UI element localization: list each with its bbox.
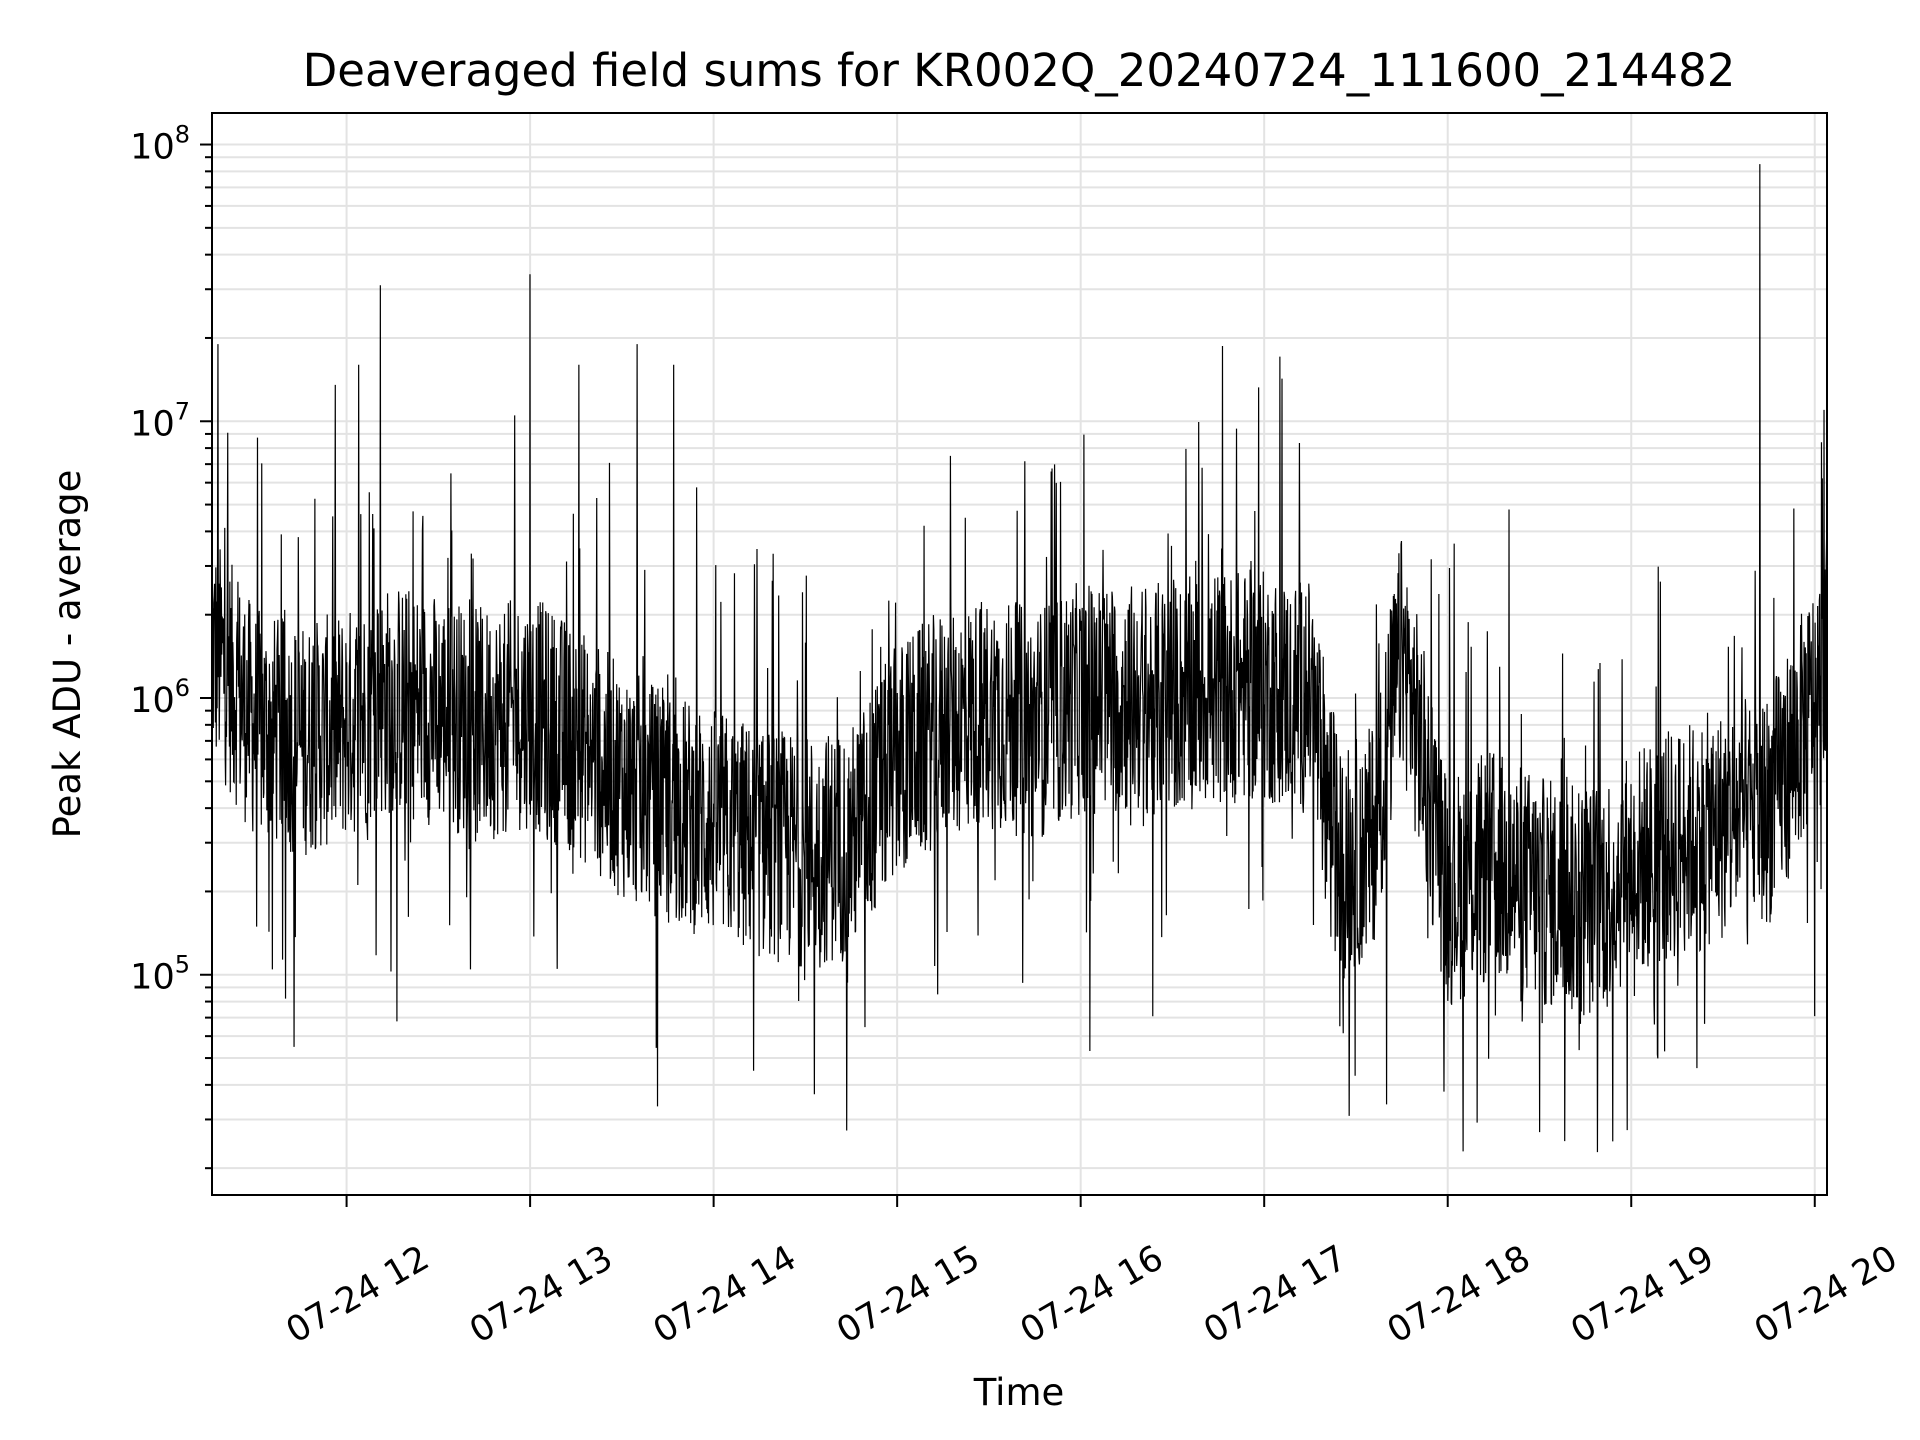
series-group — [211, 164, 1828, 1153]
chart-title: Deaveraged field sums for KR002Q_2024072… — [303, 44, 1736, 97]
y-tick-exponent: 7 — [175, 397, 190, 425]
y-tick-label: 108 — [130, 121, 190, 168]
y-tick-base: 10 — [130, 128, 175, 168]
y-tick-label: 107 — [130, 397, 190, 444]
y-tick-base: 10 — [130, 404, 175, 444]
y-tick-exponent: 8 — [175, 121, 190, 149]
y-axis-label: Peak ADU - average — [46, 470, 89, 839]
grid — [212, 113, 1827, 1195]
y-tick-exponent: 5 — [175, 951, 190, 979]
y-tick-base: 10 — [130, 681, 175, 721]
y-tick-exponent: 6 — [175, 674, 190, 702]
plot-frame — [211, 112, 1828, 1196]
series-line — [211, 164, 1828, 1153]
x-axis-label: Time — [973, 1371, 1065, 1414]
y-tick-base: 10 — [130, 958, 175, 998]
y-tick-label: 105 — [130, 951, 190, 998]
y-tick-label: 106 — [130, 674, 190, 721]
